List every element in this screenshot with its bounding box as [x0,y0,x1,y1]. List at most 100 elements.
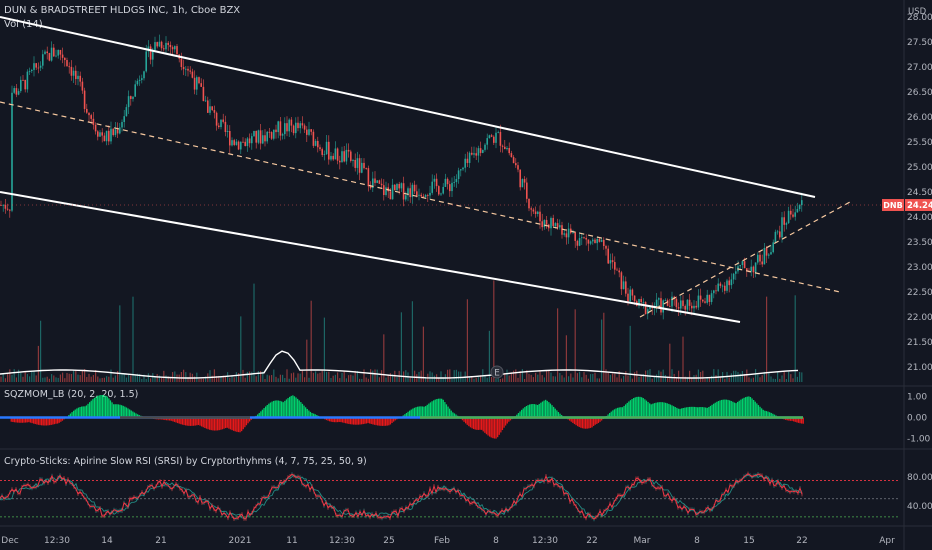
volume-bar [475,377,477,382]
sqz-bar [762,409,764,418]
volume-bar [458,371,460,382]
sqz-tick-label: -1.00 [907,435,931,445]
volume-bar [495,378,497,382]
candle-body [270,132,273,139]
candle-body [715,290,717,292]
volume-bar [123,373,125,382]
volume-bar [730,373,732,382]
sqz-bar [85,405,88,418]
sqz-bar [121,405,123,418]
volume-bar [713,369,715,382]
candle-body [475,153,477,156]
volume-bar [187,377,189,382]
sqz-bar [791,417,793,421]
volume-bar [763,371,765,382]
volume-bar [682,336,684,382]
sqz-bar [538,403,540,418]
sqz-bar [289,396,291,418]
sqz-bar [505,417,507,426]
sqz-bar [183,417,185,426]
sqz-bar [554,408,556,418]
sqz-bar [463,417,465,422]
time-tick-label: 12:30 [329,536,355,546]
volume-label: Vol (14) [4,19,43,30]
volume-bar [594,372,596,382]
price-tick-label: 21.50 [907,338,932,348]
sqz-bar [801,417,803,424]
sqz-bar [765,411,768,418]
candle-body [761,261,763,265]
candle-body [416,191,418,196]
sqz-bar [281,401,283,418]
sqz-bar [209,417,211,430]
candle-body [86,108,88,113]
candle-body [240,141,242,150]
sqz-bar [178,417,180,424]
badge-price: 24.24 [907,201,932,211]
volume-bar [299,373,301,382]
volume-bar [568,376,570,382]
candle-body [378,180,381,184]
volume-bar [515,369,517,382]
volume-bar [77,374,79,382]
candle-body [774,231,777,243]
sqz-bar [95,396,97,418]
sqz-bar [10,417,12,422]
sqz-bar [100,395,102,418]
volume-bar [552,376,554,382]
volume-bar [341,372,343,382]
candle-body [347,149,350,152]
volume-bar [546,370,548,382]
candle-body [363,162,365,169]
sqz-bar [580,417,582,428]
candle-body [642,301,645,303]
volume-bar [504,373,506,382]
candle-body [759,254,761,262]
sqz-bar [732,401,734,418]
volume-bar [774,378,776,382]
volume-bar [755,369,757,382]
candle-body [218,125,220,128]
candle-body [22,79,24,81]
volume-bar [273,369,275,382]
volume-bar [209,370,211,382]
sqz-bar [308,410,310,418]
candle-body [783,217,785,225]
sqz-bar [425,406,427,418]
candle-body [11,92,13,211]
sqz-bar [549,403,552,418]
sqz-bar [241,417,243,432]
volume-bar [625,371,627,382]
sqz-bar [357,417,360,425]
volume-bar [480,375,482,382]
volume-bar [312,372,314,382]
volume-bar [244,377,246,382]
candle-body [319,147,321,150]
sqz-bar [45,417,48,426]
volume-bar [557,308,559,382]
volume-bar [519,371,521,382]
volume-bar [627,375,629,382]
candle-body [539,211,541,222]
volume-bar [271,375,273,382]
volume-bar [233,377,235,382]
volume-bar [488,330,490,382]
candle-body [352,159,354,161]
candle-body [299,123,301,129]
candle-body [389,191,392,200]
sqz-bar [343,417,345,423]
sqz-bar [325,417,328,421]
sqz-bar [370,417,372,424]
sqz-bar [341,417,344,423]
sqz-bar [631,399,633,418]
volume-bar [462,377,464,382]
candle-body [2,204,4,206]
volume-bar [158,375,160,382]
sqz-bar [301,403,304,418]
volume-bar [64,378,66,382]
volume-bar [238,373,240,382]
sqz-bar [284,400,286,418]
rsi-signal-line [0,473,803,519]
candle-body [521,179,524,188]
